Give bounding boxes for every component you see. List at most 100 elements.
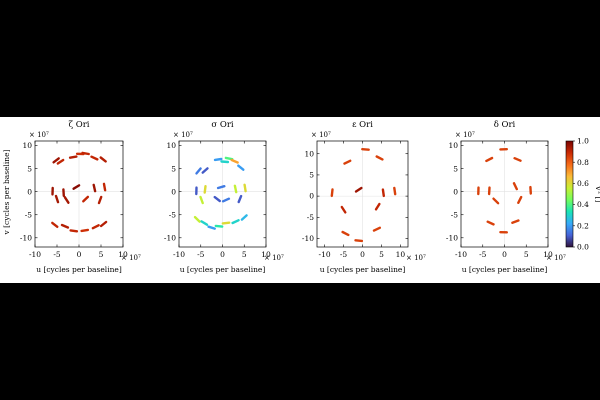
y-tick-label: 10 (448, 141, 458, 150)
y-tick-label: -10 (302, 234, 314, 243)
y-tick-label: -10 (164, 233, 176, 242)
x-tick-label: -10 (173, 250, 185, 259)
y-tick-label: 10 (304, 149, 314, 158)
y-tick-label: -5 (25, 210, 33, 219)
uv-point (354, 239, 364, 243)
uv-point (201, 167, 209, 174)
y-tick-label: 10 (22, 141, 32, 150)
chart-figure: v [cycles per baseline] -10 -5 0 5 101050-5-… (2, 120, 600, 274)
y-exponent-label: × 10⁷ (29, 131, 49, 139)
y-tick-label: 5 (453, 164, 458, 173)
uv-point (200, 220, 209, 226)
uv-point (213, 157, 223, 162)
uv-point (340, 205, 347, 214)
x-tick-label: 10 (261, 250, 271, 259)
uv-point (69, 229, 79, 233)
uv-point (372, 226, 381, 232)
uv-point (203, 184, 207, 194)
uv-point (68, 155, 78, 159)
uv-point (486, 220, 495, 226)
y-tick-label: -10 (446, 233, 458, 242)
x-tick-label: -5 (340, 250, 348, 259)
uv-point (90, 155, 99, 161)
x-tick-label: 0 (220, 250, 225, 259)
uv-point (72, 184, 81, 190)
x-exponent-label: × 10⁷ (121, 254, 141, 262)
figure: v [cycles per baseline] -10 -5 0 5 10 10 5 0 -5-… (0, 117, 600, 283)
y-tick-label: 5 (171, 164, 176, 173)
uv-point (99, 156, 107, 163)
panel-title: ε Ori (352, 120, 373, 130)
uv-point (237, 164, 245, 171)
uv-point (56, 158, 65, 165)
y-exponent-label: × 10⁷ (455, 131, 475, 139)
uv-point (80, 228, 90, 233)
x-tick-label: -5 (53, 250, 61, 259)
y-tick-label: 0 (453, 187, 458, 196)
uv-point (60, 223, 70, 229)
x-tick-label: -10 (455, 250, 467, 259)
x-exponent-label: × 10⁷ (406, 254, 426, 262)
uv-point (63, 196, 70, 204)
panel-title: σ Ori (211, 120, 234, 130)
uv-point (517, 195, 523, 205)
uv-point (97, 195, 103, 205)
x-tick-label: 10 (543, 250, 553, 259)
colorbar-tick-label: 0.8 (577, 158, 589, 167)
uv-point (102, 182, 107, 192)
x-axis-label: u [cycles per baseline] (462, 265, 548, 274)
uv-point (233, 184, 238, 194)
uv-point (361, 148, 370, 151)
uv-point (92, 183, 97, 193)
colorbar-tick-label: 0.0 (577, 243, 589, 252)
uv-point (511, 219, 520, 225)
uv-point (52, 157, 60, 164)
colorbar-label: V² [] (594, 185, 600, 203)
uv-point (207, 225, 216, 230)
x-tick-label: -5 (479, 250, 487, 259)
y-tick-label: 5 (309, 171, 314, 180)
x-tick-label: -10 (319, 250, 331, 259)
y-axis-label: v [cycles per baseline] (2, 149, 11, 235)
y-tick-label: 0 (309, 192, 314, 201)
uv-point (54, 194, 60, 204)
x-tick-label: -5 (197, 250, 205, 259)
y-exponent-label: × 10⁷ (173, 131, 193, 139)
uv-point (213, 195, 222, 203)
uv-point (82, 195, 90, 203)
y-tick-label: 0 (171, 187, 176, 196)
y-tick-label: 5 (27, 164, 32, 173)
uv-point (81, 151, 90, 156)
x-tick-label: 0 (77, 250, 82, 259)
uv-point (216, 184, 226, 190)
x-tick-label: 10 (118, 250, 128, 259)
x-tick-label: 5 (242, 250, 247, 259)
x-tick-label: 10 (396, 250, 406, 259)
y-tick-label: -10 (20, 233, 32, 242)
x-axis-label: u [cycles per baseline] (36, 265, 122, 274)
uv-point (231, 219, 240, 225)
uv-point (330, 188, 334, 198)
uv-point (381, 188, 385, 198)
uv-point (375, 155, 384, 161)
uv-point (343, 159, 352, 165)
panel-title: δ Ori (494, 120, 516, 130)
y-tick-label: -5 (169, 210, 177, 219)
x-axis-label: u [cycles per baseline] (180, 265, 266, 274)
colorbar-tick-label: 1.0 (577, 137, 589, 146)
x-axis-label: u [cycles per baseline] (320, 265, 406, 274)
x-tick-label: -10 (29, 250, 41, 259)
uv-point (91, 224, 100, 230)
uv-point (393, 186, 397, 196)
uv-point (51, 221, 59, 229)
y-tick-label: 10 (166, 141, 176, 150)
x-tick-label: 5 (524, 250, 529, 259)
uv-point (492, 197, 500, 205)
uv-point (99, 220, 108, 228)
colorbar (565, 140, 574, 248)
uv-point (243, 183, 247, 193)
uv-point (193, 215, 201, 223)
uv-point (214, 224, 224, 228)
uv-point (240, 214, 248, 221)
uv-point (354, 186, 363, 193)
